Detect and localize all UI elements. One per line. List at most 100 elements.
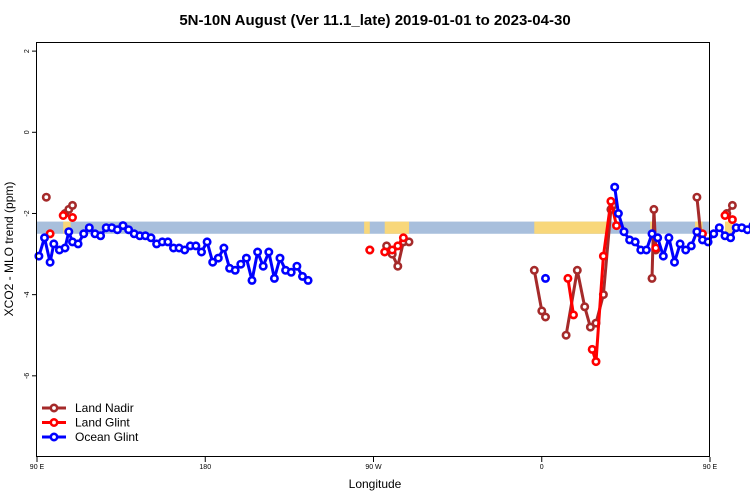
data-point	[253, 247, 263, 257]
data-point	[606, 196, 616, 206]
data-point	[703, 237, 713, 247]
data-point	[572, 265, 582, 275]
x-tick-label: 180	[199, 464, 211, 471]
data-point	[647, 273, 657, 283]
data-point	[537, 306, 547, 316]
legend-label: Land Nadir	[75, 401, 134, 415]
data-point	[720, 211, 730, 221]
data-point	[742, 225, 750, 235]
data-point	[124, 225, 134, 235]
data-point	[598, 251, 608, 261]
data-point	[163, 237, 173, 247]
y-axis: 2 0 -2 -4 -6	[24, 49, 37, 379]
x-axis-title: Longitude	[349, 477, 402, 491]
data-point	[692, 227, 702, 237]
legend-marker	[49, 403, 59, 413]
data-point	[45, 229, 55, 239]
data-point	[68, 213, 78, 223]
legend-marker	[49, 432, 59, 442]
data-point	[651, 243, 661, 253]
data-point	[709, 229, 719, 239]
data-point	[529, 265, 539, 275]
data-point	[303, 275, 313, 285]
data-point	[230, 265, 240, 275]
x-tick-label: 0	[540, 464, 544, 471]
series-line	[695, 197, 703, 234]
data-point	[585, 322, 595, 332]
data-point	[649, 204, 659, 214]
data-point	[258, 261, 268, 271]
series-line	[566, 278, 575, 316]
data-point	[387, 245, 397, 255]
data-point	[84, 223, 94, 233]
data-point	[393, 241, 403, 251]
x-tick-label: 90 E	[703, 464, 718, 471]
data-point	[236, 259, 246, 269]
data-point	[34, 251, 44, 261]
data-point	[219, 243, 229, 253]
band-land	[534, 221, 610, 234]
data-point	[540, 273, 550, 283]
data-point	[112, 225, 122, 235]
reference-band	[37, 221, 733, 234]
data-point	[653, 233, 663, 243]
band-land	[364, 221, 370, 234]
data-point	[191, 241, 201, 251]
data-point	[641, 245, 651, 255]
legend-label: Ocean Glint	[75, 430, 139, 444]
legend-marker	[49, 417, 59, 427]
x-tick-label: 90 W	[365, 464, 382, 471]
y-tick-label: -2	[24, 210, 31, 216]
data-point	[611, 221, 621, 231]
data-point	[692, 192, 702, 202]
data-point	[686, 241, 696, 251]
data-point	[68, 200, 78, 210]
data-point	[275, 253, 285, 263]
data-point	[580, 302, 590, 312]
data-point	[213, 253, 223, 263]
data-point	[619, 227, 629, 237]
legend-label: Land Glint	[75, 416, 130, 430]
data-point	[568, 310, 578, 320]
data-point	[269, 273, 279, 283]
data-point	[45, 257, 55, 267]
band-land	[724, 221, 733, 234]
data-point	[297, 271, 307, 281]
data-point	[197, 247, 207, 257]
data-point	[727, 215, 737, 225]
data-point	[292, 261, 302, 271]
data-point	[202, 237, 212, 247]
data-point	[563, 273, 573, 283]
data-point	[613, 209, 623, 219]
data-point	[365, 245, 375, 255]
data-point	[404, 237, 414, 247]
y-tick-label: 2	[24, 49, 31, 53]
data-point	[675, 239, 685, 249]
series-ocean-glint	[34, 182, 750, 285]
data-point	[591, 357, 601, 367]
y-tick-label: 0	[24, 130, 31, 134]
data-point	[610, 182, 620, 192]
data-point	[264, 247, 274, 257]
data-point	[561, 330, 571, 340]
data-point	[180, 245, 190, 255]
data-point	[587, 344, 597, 354]
data-point	[241, 253, 251, 263]
data-point	[647, 229, 657, 239]
data-point	[714, 223, 724, 233]
series-land-glint	[45, 196, 737, 367]
data-point	[398, 233, 408, 243]
x-tick-label: 90 E	[30, 464, 45, 471]
data-point	[380, 247, 390, 257]
data-point	[60, 243, 70, 253]
data-point	[540, 312, 550, 322]
data-point	[208, 257, 218, 267]
data-point	[393, 261, 403, 271]
data-point	[79, 229, 89, 239]
data-point	[96, 231, 106, 241]
x-axis: 90 E 180 90 W 0 90 E	[30, 457, 718, 471]
data-point	[286, 267, 296, 277]
data-point	[727, 200, 737, 210]
